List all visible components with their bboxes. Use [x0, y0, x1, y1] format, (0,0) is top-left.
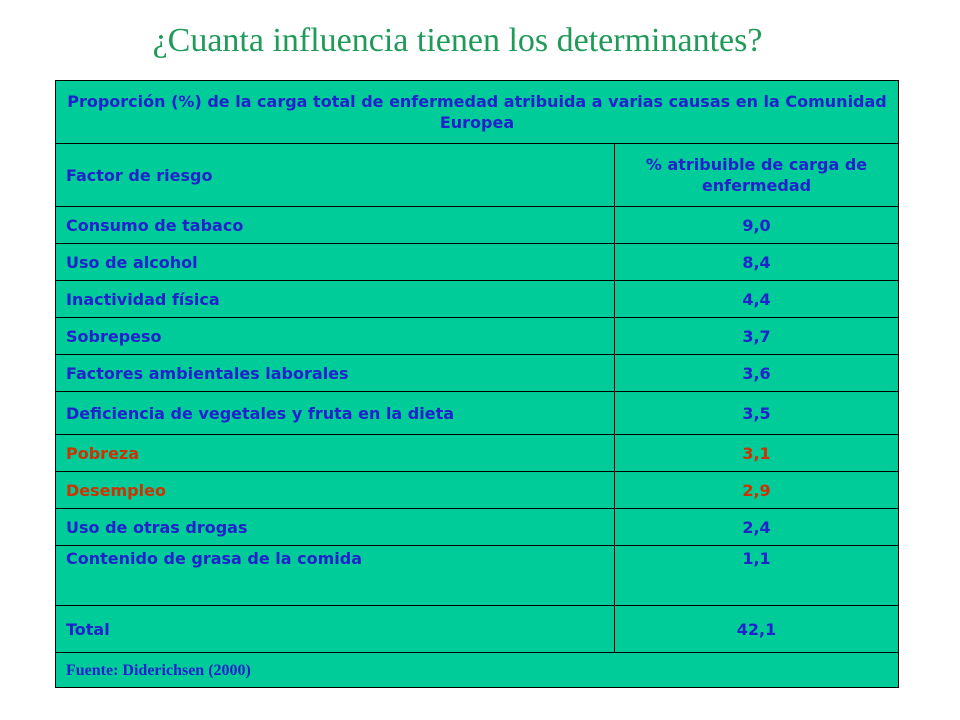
row-factor: Contenido de grasa de la comida: [55, 545, 615, 606]
table-row: Uso de alcohol 8,4: [55, 243, 899, 281]
source-note: Fuente: Diderichsen (2000): [55, 652, 899, 688]
table-row: Contenido de grasa de la comida 1,1: [55, 545, 899, 606]
row-factor: Uso de otras drogas: [55, 508, 615, 546]
row-factor: Factores ambientales laborales: [55, 354, 615, 392]
row-value: 3,1: [614, 434, 899, 472]
row-factor: Pobreza: [55, 434, 615, 472]
table-row: Deficiencia de vegetales y fruta en la d…: [55, 391, 899, 435]
total-row: Total 42,1: [55, 605, 899, 653]
table-row-highlighted: Desempleo 2,9: [55, 471, 899, 509]
table-caption-row: Proporción (%) de la carga total de enfe…: [55, 80, 899, 144]
row-factor: Inactividad física: [55, 280, 615, 318]
row-factor: Sobrepeso: [55, 317, 615, 355]
row-factor: Uso de alcohol: [55, 243, 615, 281]
table-row: Inactividad física 4,4: [55, 280, 899, 318]
row-factor: Deficiencia de vegetales y fruta en la d…: [55, 391, 615, 435]
burden-table: Proporción (%) de la carga total de enfe…: [55, 80, 899, 688]
source-row: Fuente: Diderichsen (2000): [55, 652, 899, 688]
table-row: Uso de otras drogas 2,4: [55, 508, 899, 546]
row-value: 9,0: [614, 206, 899, 244]
row-value: 1,1: [614, 545, 899, 606]
row-factor: Consumo de tabaco: [55, 206, 615, 244]
table-row-highlighted: Pobreza 3,1: [55, 434, 899, 472]
row-factor: Desempleo: [55, 471, 615, 509]
page-title: ¿Cuanta influencia tienen los determinan…: [152, 22, 763, 59]
row-value: 3,5: [614, 391, 899, 435]
total-label: Total: [55, 605, 615, 653]
row-value: 4,4: [614, 280, 899, 318]
table-caption: Proporción (%) de la carga total de enfe…: [55, 80, 899, 144]
table-row: Consumo de tabaco 9,0: [55, 206, 899, 244]
row-value: 3,6: [614, 354, 899, 392]
total-value: 42,1: [614, 605, 899, 653]
table-row: Factores ambientales laborales 3,6: [55, 354, 899, 392]
column-header-percent: % atribuible de carga de enfermedad: [614, 143, 899, 207]
row-value: 8,4: [614, 243, 899, 281]
column-header-factor: Factor de riesgo: [55, 143, 615, 207]
row-value: 2,4: [614, 508, 899, 546]
row-value: 2,9: [614, 471, 899, 509]
table-row: Sobrepeso 3,7: [55, 317, 899, 355]
row-value: 3,7: [614, 317, 899, 355]
column-header-row: Factor de riesgo % atribuible de carga d…: [55, 143, 899, 207]
